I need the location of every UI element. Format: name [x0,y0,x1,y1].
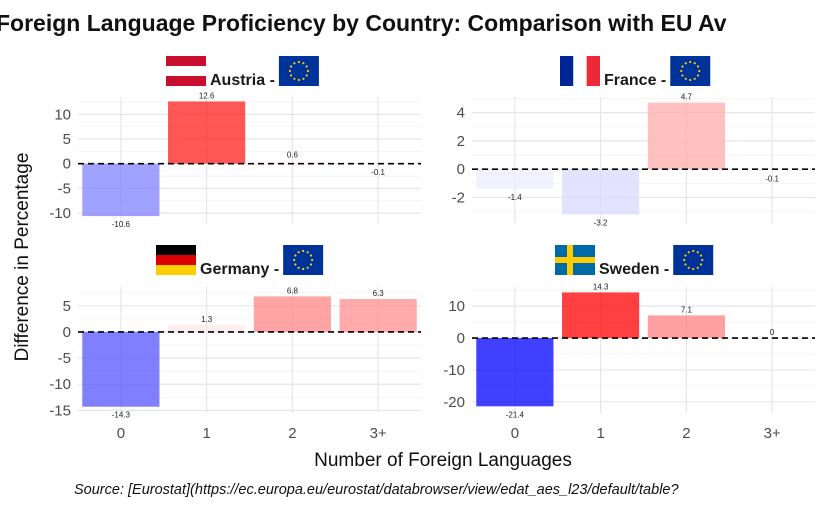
bar-sweden-1 [562,292,640,339]
bar-value-label: -3.2 [594,219,608,228]
y-tick-label: 5 [63,298,71,315]
flag-sweden-icon [555,245,595,275]
source-caption: Source: [Eurostat](https://ec.europa.eu/… [74,482,679,498]
panel-strip-label: Germany - [200,261,279,278]
y-tick-label: 0 [63,156,71,173]
x-tick-label: 3+ [764,425,781,442]
y-tick-label: 2 [457,133,465,150]
panel-france: 4 2 0 -2 -1.4 -3.2 4.7 -0.1 France - [452,56,815,228]
bar-value-label: 0 [770,328,775,337]
bar-austria-2 [253,160,331,164]
bar-value-label: 6.3 [373,289,385,298]
x-tick-label: 1 [202,425,210,442]
y-tick-label: -2 [452,190,465,207]
bar-austria-0 [82,163,160,217]
bar-value-label: -21.4 [506,410,525,419]
x-tick-label: 2 [288,425,296,442]
panel-germany: 5 0 -5 -10 -15 -14.3 1.3 6.8 6.3 Germany - 0 1 2 3+ [49,245,421,442]
panel-strip-label: Austria - [210,72,275,89]
flag-germany-icon [156,245,196,275]
bar-france-0 [476,169,554,190]
bar-germany-3+ [339,299,417,332]
x-tick-label: 0 [117,425,125,442]
bar-value-label: 4.7 [681,93,693,102]
bar-sweden-2 [647,315,725,339]
y-tick-label: 0 [457,330,465,347]
flag-eu-icon [283,245,324,275]
flag-eu-icon [278,56,319,86]
bar-germany-1 [168,325,246,332]
y-tick-label: -5 [58,350,71,367]
x-tick-label: 0 [511,425,519,442]
bar-value-label: 6.8 [287,286,299,295]
chart-title: Foreign Language Proficiency by Country:… [0,10,727,36]
y-tick-label: 4 [457,105,465,122]
y-tick-label: 10 [448,298,465,315]
y-tick-label: -5 [58,180,71,197]
bar-france-1 [562,169,640,215]
y-tick-label: 10 [54,106,71,123]
y-tick-label: -20 [443,394,465,411]
bar-sweden-0 [476,338,554,407]
x-tick-label: 3+ [370,425,387,442]
bar-value-label: 1.3 [201,315,213,324]
bar-austria-1 [168,101,246,164]
panel-sweden: 10 0 -10 -20 -21.4 14.3 7.1 0 Sweden - 0 1 2 3+ [443,245,815,442]
flag-austria-icon [166,56,206,86]
bar-value-label: -10.6 [112,220,131,229]
bar-germany-0 [82,331,160,407]
y-tick-label: 5 [63,131,71,148]
bar-value-label: -0.1 [371,168,385,177]
panel-strip-label: Sweden - [599,261,669,278]
y-tick-label: -15 [49,402,71,419]
x-tick-label: 2 [682,425,690,442]
flag-eu-icon [673,245,714,275]
y-axis-title: Difference in Percentage [12,153,33,362]
bar-value-label: 14.3 [593,282,609,291]
bar-value-label: -0.1 [765,175,779,184]
x-tick-label: 1 [596,425,604,442]
flag-eu-icon [670,56,711,86]
y-tick-label: -10 [443,362,465,379]
bar-value-label: -14.3 [112,411,131,420]
panel-strip-label: France - [604,72,666,89]
bar-value-label: 12.6 [199,91,215,100]
bar-france-2 [647,102,725,170]
bar-germany-2 [253,296,331,332]
bar-value-label: 7.1 [681,305,693,314]
y-tick-label: -10 [49,376,71,393]
bar-value-label: -1.4 [508,193,522,202]
x-axis-title: Number of Foreign Languages [314,450,572,471]
y-tick-label: 0 [457,161,465,178]
bar-value-label: 0.6 [287,151,299,160]
y-tick-label: 0 [63,324,71,341]
y-tick-label: -10 [49,205,71,222]
panel-austria: 10 5 0 -5 -10 -10.6 12.6 0.6 -0.1 Austria - [49,56,421,229]
flag-france-icon [560,56,600,86]
